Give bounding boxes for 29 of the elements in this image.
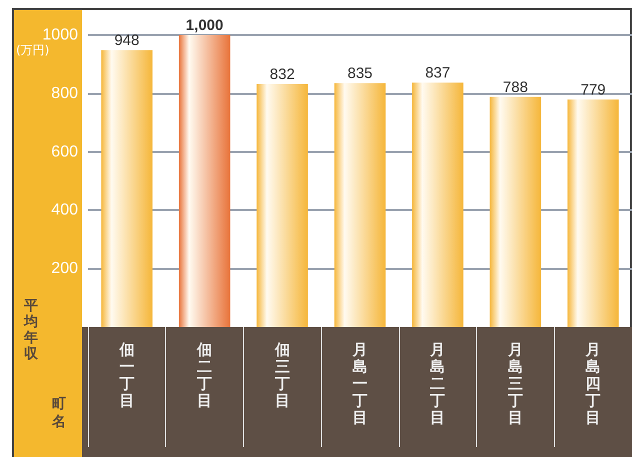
x-tick-label: 月島一丁目 [352, 340, 368, 426]
bar [567, 100, 619, 327]
y-tick-label: 400 [51, 202, 78, 219]
text: (万円) [16, 43, 50, 57]
y-tick-label: 800 [51, 84, 78, 102]
x-axis-title: 町名 [51, 396, 66, 430]
data-label: 948 [114, 32, 140, 50]
bar [178, 35, 230, 327]
x-tick-label: 月島二丁目 [429, 340, 446, 426]
y-tick-label: 200 [51, 260, 78, 278]
bar [101, 50, 153, 327]
bar [334, 83, 386, 327]
bar [256, 84, 308, 327]
y-axis-title: 平均年収 [23, 298, 39, 362]
x-tick-label: 佃一丁目 [118, 340, 134, 410]
data-label: 1,000 [186, 17, 224, 34]
data-label: 788 [502, 78, 528, 96]
bar [490, 96, 542, 327]
y-tick-label: 600 [51, 143, 78, 160]
data-label: 779 [580, 82, 606, 99]
x-tick-label: 月島四丁目 [584, 340, 601, 426]
y-tick-label: 1000 [42, 26, 78, 44]
data-label: 832 [270, 66, 295, 84]
x-tick-label: 佃三丁目 [274, 340, 290, 410]
data-label: 835 [347, 65, 373, 82]
bar [412, 82, 464, 327]
data-label: 837 [425, 64, 450, 82]
x-tick-label: 月島三丁目 [506, 340, 523, 426]
x-tick-label: 佃二丁目 [196, 340, 212, 410]
